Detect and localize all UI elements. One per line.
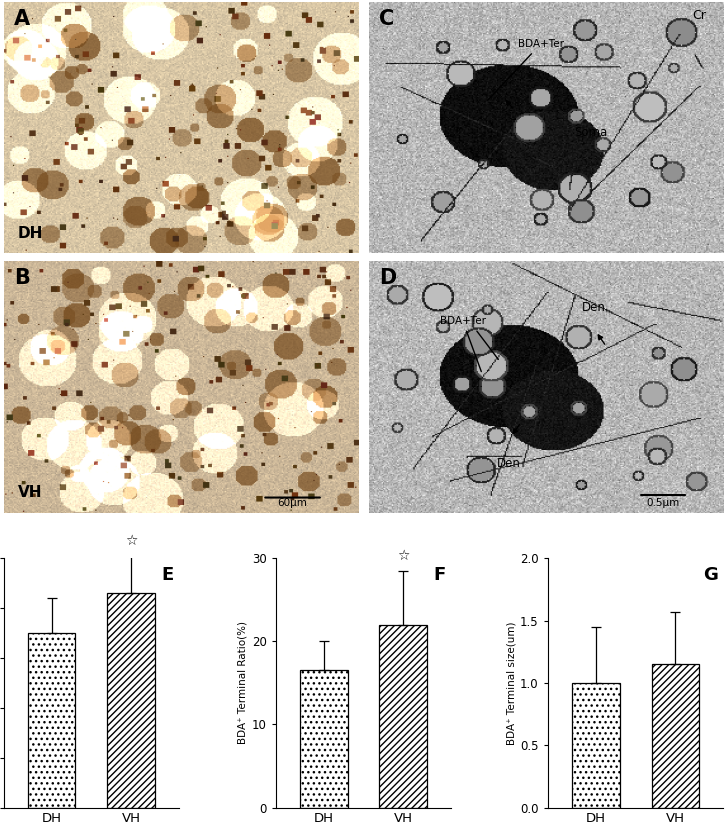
Y-axis label: BDA⁺ Terminal size(um): BDA⁺ Terminal size(um) [506, 621, 516, 745]
Bar [300, 671, 348, 808]
Text: 0.5μm: 0.5μm [646, 498, 680, 508]
Text: Den: Den [497, 457, 521, 471]
Text: BDA+Ter: BDA+Ter [488, 39, 563, 101]
Text: Den: Den [582, 302, 606, 314]
Text: Cr: Cr [692, 9, 706, 22]
Text: 60μm: 60μm [278, 498, 308, 508]
Text: B: B [15, 269, 30, 288]
Text: DH: DH [18, 226, 43, 241]
Text: E: E [161, 566, 174, 583]
Bar [571, 683, 619, 808]
Text: A: A [15, 9, 31, 29]
Bar [379, 625, 427, 808]
Text: Soma: Soma [574, 126, 608, 139]
Text: BDA+Ter: BDA+Ter [440, 316, 486, 372]
Bar [28, 633, 76, 808]
Text: D: D [379, 269, 397, 288]
Bar [651, 664, 699, 808]
Text: C: C [379, 9, 395, 29]
Text: G: G [703, 566, 718, 583]
Bar [108, 593, 156, 808]
Text: F: F [434, 566, 446, 583]
Text: ☆: ☆ [125, 534, 137, 548]
Text: VH: VH [18, 485, 42, 500]
Y-axis label: BDA⁺ Terminal Ratio(%): BDA⁺ Terminal Ratio(%) [238, 621, 248, 744]
Text: ☆: ☆ [397, 550, 409, 564]
